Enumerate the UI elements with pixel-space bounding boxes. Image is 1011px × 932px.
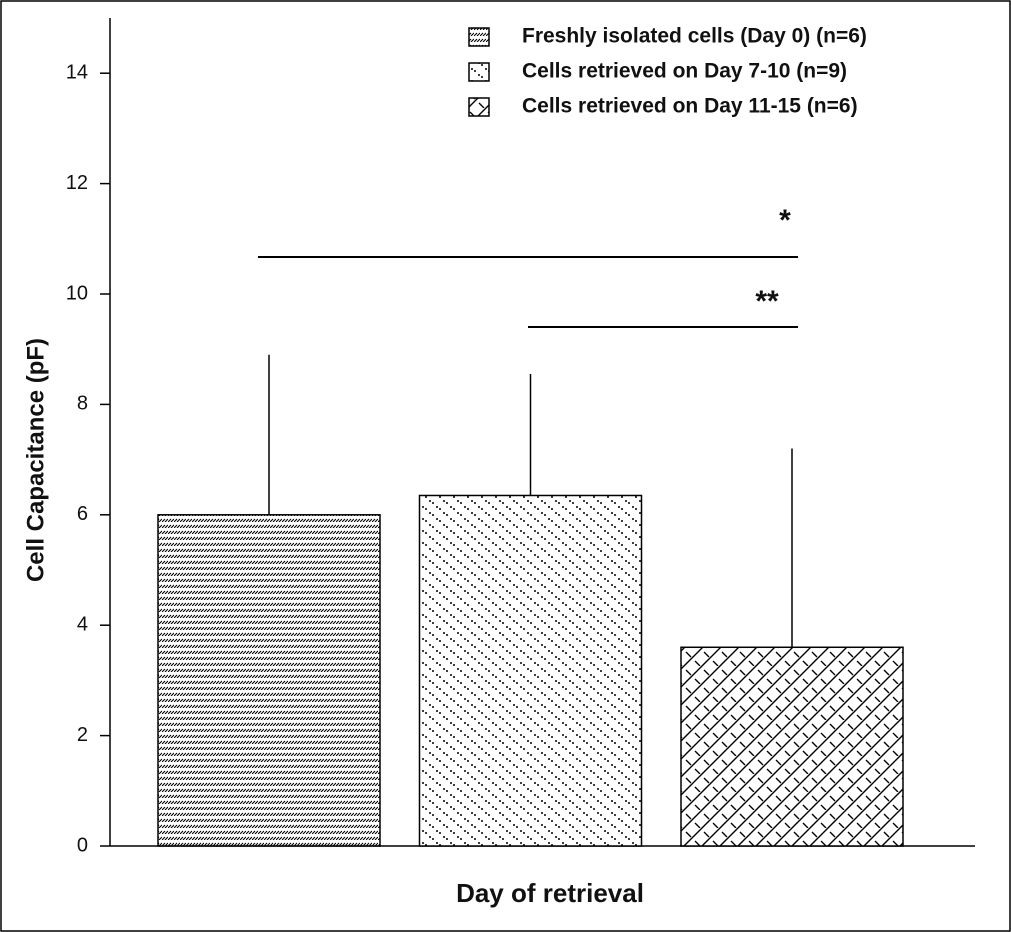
significance-mark: * bbox=[779, 204, 791, 237]
legend-swatch bbox=[468, 27, 490, 47]
y-tick-label: 6 bbox=[77, 503, 88, 525]
bar bbox=[157, 514, 381, 847]
x-axis-label: Day of retrieval bbox=[456, 878, 644, 908]
bar bbox=[680, 646, 904, 847]
legend-label: Freshly isolated cells (Day 0) (n=6) bbox=[522, 25, 867, 48]
y-tick-label: 14 bbox=[66, 61, 88, 83]
significance-mark: ** bbox=[755, 285, 779, 318]
legend-swatch bbox=[468, 62, 490, 82]
y-tick-label: 0 bbox=[77, 834, 88, 856]
y-tick-label: 2 bbox=[77, 724, 88, 746]
y-tick-label: 10 bbox=[66, 282, 88, 304]
legend-label: Cells retrieved on Day 11-15 (n=6) bbox=[522, 95, 858, 118]
y-tick-label: 4 bbox=[77, 613, 88, 635]
legend-label: Cells retrieved on Day 7-10 (n=9) bbox=[522, 60, 847, 83]
y-axis-label: Cell Capacitance (pF) bbox=[22, 338, 49, 582]
bar bbox=[418, 494, 643, 847]
legend-swatch bbox=[468, 97, 490, 117]
y-tick-label: 12 bbox=[66, 172, 88, 194]
y-tick-label: 8 bbox=[77, 393, 88, 415]
